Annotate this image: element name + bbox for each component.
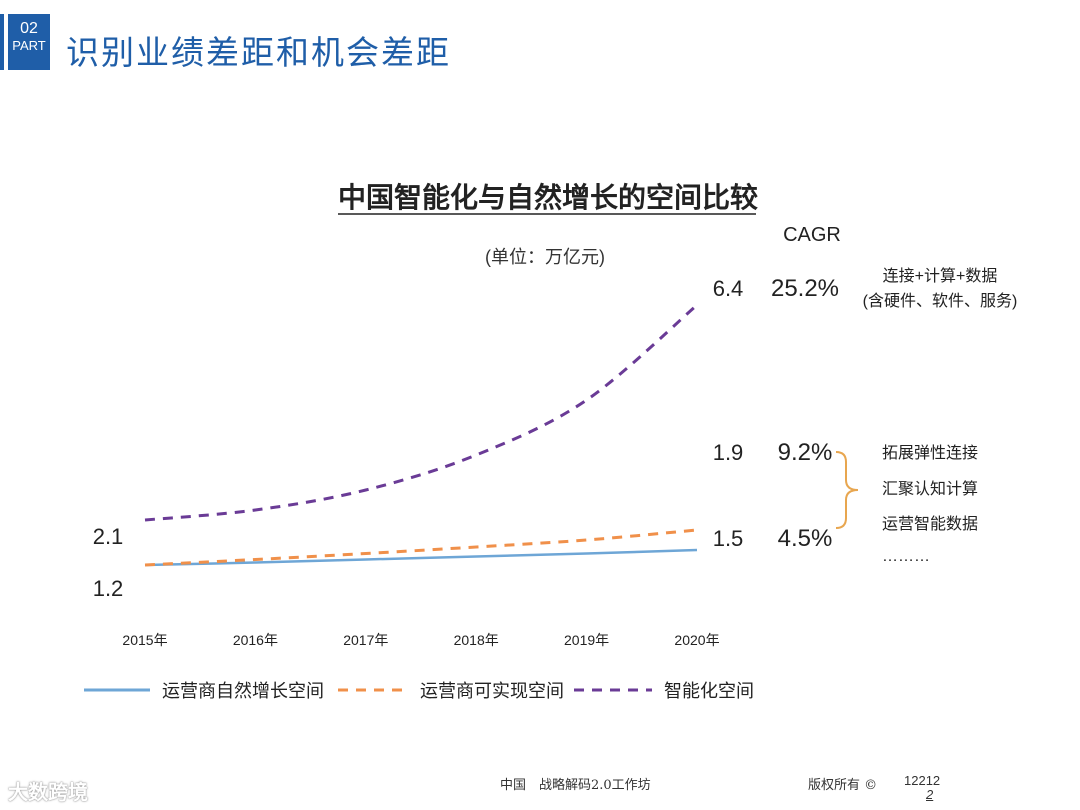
cagr-value: 25.2%: [771, 275, 839, 302]
watermark: 大数跨境: [8, 780, 88, 804]
series-line-1: [144, 528, 698, 567]
cagr-value: 9.2%: [778, 439, 833, 466]
start-value-label: 1.2: [93, 576, 124, 601]
start-value-label: 2.1: [93, 524, 124, 549]
end-value-label: 1.5: [713, 526, 744, 551]
x-tick-label: 2019年: [564, 632, 609, 648]
smart-annotation-line1: 连接+计算+数据: [883, 266, 998, 285]
series-line-0: [144, 548, 698, 567]
x-tick-label: 2016年: [233, 632, 278, 648]
x-tick-label: 2015年: [122, 632, 167, 648]
page-number: 12212 2: [904, 774, 940, 802]
smart-annotation-line2: (含硬件、软件、服务): [863, 292, 1018, 310]
part-label: PART: [12, 38, 46, 53]
x-tick-label: 2018年: [454, 632, 499, 648]
part-number: 02: [20, 20, 38, 37]
end-value-label: 1.9: [713, 440, 744, 465]
page-title: 识别业绩差距和机会差距: [66, 33, 451, 72]
bracket-item: 汇聚认知计算: [882, 479, 978, 498]
series-line-2: [144, 303, 698, 522]
footer-copyright: 版权所有 ©: [808, 778, 878, 793]
page-number-a: 12212: [904, 773, 941, 788]
end-value-label: 6.4: [713, 276, 744, 301]
x-tick-label: 2020年: [674, 632, 719, 648]
legend-label: 智能化空间: [664, 681, 754, 701]
header-accent-bar: [0, 14, 4, 70]
cagr-header: CAGR: [783, 224, 841, 246]
unit-label: (单位：万亿元): [485, 247, 605, 267]
legend-label: 运营商可实现空间: [420, 681, 564, 701]
chart-title: 中国智能化与自然增长的空间比较: [338, 181, 758, 213]
page-number-b: 2: [926, 787, 934, 802]
legend-label: 运营商自然增长空间: [162, 681, 324, 701]
part-badge: 02 PART: [8, 14, 50, 70]
bracket-item: ………: [882, 548, 930, 565]
cagr-value: 4.5%: [778, 525, 833, 552]
x-tick-label: 2017年: [343, 632, 388, 648]
bracket-item: 拓展弹性连接: [882, 444, 978, 462]
bracket-icon: [835, 451, 859, 529]
footer-workshop: 中国 战略解码2.0工作坊: [500, 778, 651, 793]
bracket-item: 运营智能数据: [882, 515, 978, 533]
